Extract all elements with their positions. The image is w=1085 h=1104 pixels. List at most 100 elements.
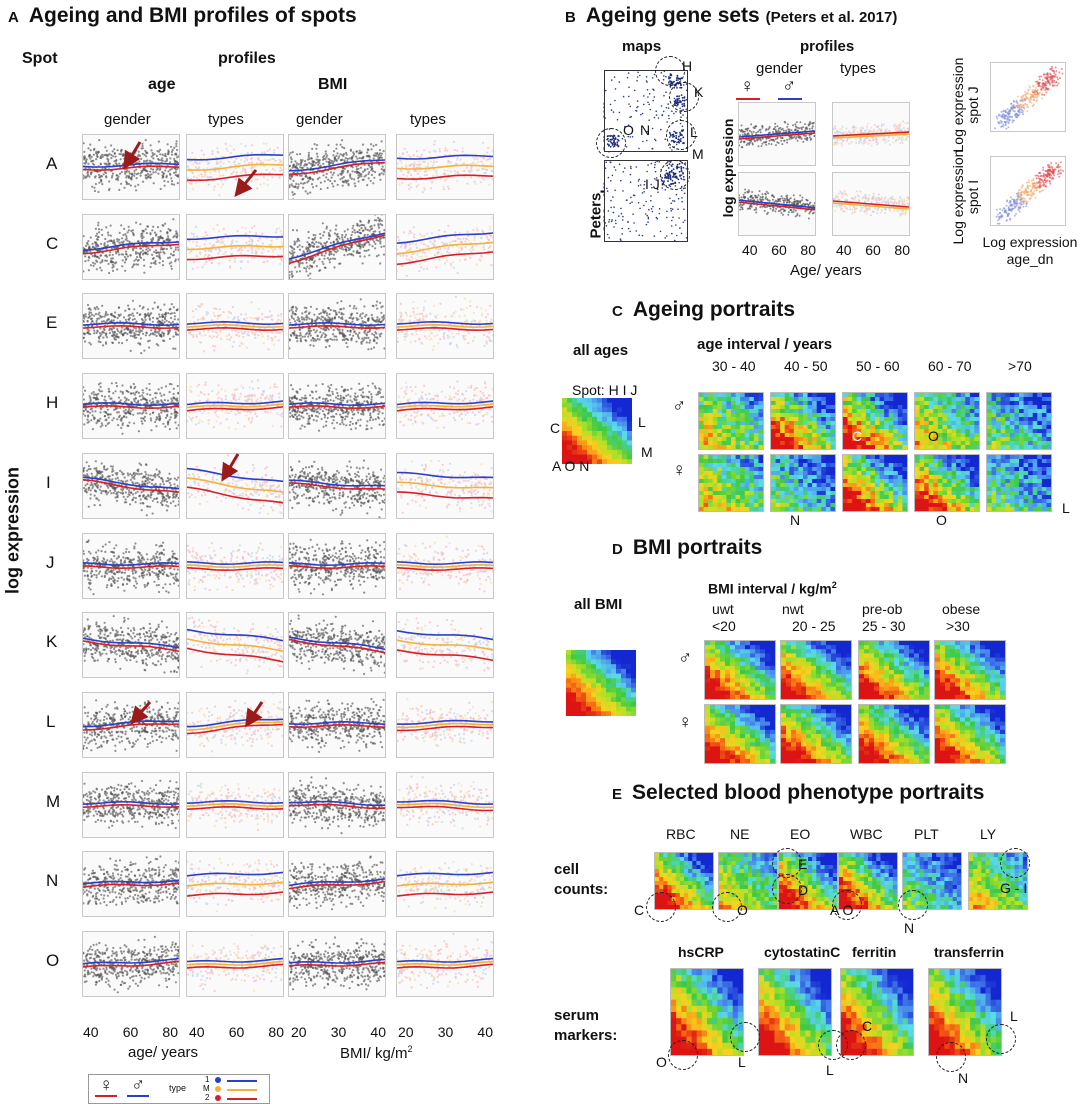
profile-h-age-gender bbox=[82, 373, 180, 440]
row-label-o: O bbox=[46, 951, 59, 971]
c-mark-n: N bbox=[790, 512, 800, 528]
c-male-symbol: ♂ bbox=[672, 396, 686, 418]
age-portrait-1-4 bbox=[986, 454, 1052, 512]
panel-a-y-axis: log expression bbox=[3, 456, 24, 606]
age-portrait-0-3 bbox=[914, 392, 980, 450]
row-label-h: H bbox=[46, 393, 58, 413]
row-label-j: J bbox=[46, 553, 55, 573]
profile-m-bmi-gender bbox=[288, 771, 386, 838]
bmi-ticks-2: 20 30 40 bbox=[398, 1024, 493, 1040]
profile-k-age-types bbox=[186, 612, 284, 679]
age-ticks-2: 40 60 80 bbox=[189, 1024, 284, 1040]
legend-dot-2 bbox=[215, 1095, 221, 1101]
d-all-bmi: all BMI bbox=[574, 596, 622, 613]
b-female-symbol: ♀ bbox=[740, 76, 754, 98]
e-mark-e: E bbox=[798, 856, 807, 872]
legend-line-1 bbox=[227, 1080, 257, 1082]
profile-e-age-gender bbox=[82, 293, 180, 360]
profile-k-bmi-types bbox=[396, 612, 494, 679]
c-female-symbol: ♀ bbox=[672, 460, 686, 482]
d-male-symbol: ♂ bbox=[678, 648, 692, 670]
e-smark-n: N bbox=[958, 1070, 968, 1086]
panel-c-title: C Ageing portraits bbox=[612, 298, 795, 322]
age-portrait-1-3 bbox=[914, 454, 980, 512]
profile-h-bmi-gender bbox=[288, 373, 386, 440]
serum-portrait-0-0 bbox=[670, 968, 744, 1056]
c-spot-m: M bbox=[641, 444, 653, 460]
row-label-l: L bbox=[46, 712, 55, 732]
bmi-x-label: BMI/ kg/m2 bbox=[340, 1044, 413, 1062]
c-mark-o2: O bbox=[936, 512, 947, 528]
map-circle-k bbox=[669, 82, 699, 112]
b-profile-up-types bbox=[832, 102, 910, 166]
profile-i-age-types bbox=[186, 452, 284, 519]
e-circle-n bbox=[898, 890, 928, 920]
b-profile-dn-types bbox=[832, 172, 910, 236]
bmi-portrait-0-0 bbox=[704, 640, 776, 700]
e-serum-cystatin: cytostatinC bbox=[764, 944, 840, 960]
e-cell-label-plt: PLT bbox=[914, 826, 939, 842]
profile-e-bmi-types bbox=[396, 293, 494, 360]
e-smark-l: L bbox=[738, 1054, 746, 1070]
e-cell-label-eo: EO bbox=[790, 826, 810, 842]
col-label-bmi-types: types bbox=[410, 111, 446, 128]
e-circle-ne bbox=[712, 892, 742, 922]
legend-type-2: 2 bbox=[205, 1093, 209, 1102]
profile-n-age-types bbox=[186, 851, 284, 918]
b-y-axis: log expression bbox=[720, 108, 736, 228]
scatter-x-label: Log expression age_dn bbox=[976, 234, 1084, 268]
female-line bbox=[95, 1095, 117, 1097]
age-portrait-0-1 bbox=[770, 392, 836, 450]
c-interval-header: age interval / years bbox=[697, 336, 832, 353]
profile-m-age-types bbox=[186, 771, 284, 838]
bmi-portrait-1-1 bbox=[780, 704, 852, 764]
b-ticks-1: 40 60 80 bbox=[742, 242, 816, 258]
map-circle-o bbox=[596, 128, 626, 158]
e-cell-row: cell counts: bbox=[554, 860, 608, 900]
profiles-header: profiles bbox=[218, 50, 276, 68]
b-x-label: Age/ years bbox=[790, 262, 862, 279]
cell-portrait-0-5 bbox=[968, 852, 1028, 910]
profile-a-bmi-gender bbox=[288, 134, 386, 200]
panel-b-title: B Ageing gene sets (Peters et al. 2017) bbox=[565, 4, 897, 28]
female-symbol: ♀ bbox=[99, 1075, 113, 1097]
age-ticks-1: 40 60 80 bbox=[83, 1024, 178, 1040]
row-label-i: I bbox=[46, 473, 51, 493]
col-label-age-gender: gender bbox=[104, 111, 151, 128]
d-all-portrait bbox=[566, 650, 636, 716]
e-smark-l2: L bbox=[826, 1062, 834, 1078]
profile-j-bmi-gender bbox=[288, 532, 386, 599]
c-spot-label: Spot: H I J bbox=[572, 382, 637, 398]
legend-dot-m bbox=[215, 1086, 221, 1092]
e-circle-s-l3 bbox=[986, 1024, 1016, 1054]
c-int-1: 30 - 40 bbox=[712, 358, 756, 374]
panel-e-title: E Selected blood phenotype portraits bbox=[612, 781, 984, 805]
c-all-portrait bbox=[562, 398, 632, 464]
legend-type-1: 1 bbox=[205, 1075, 209, 1084]
e-mark-gi: G - I bbox=[1000, 880, 1027, 896]
profile-h-age-types bbox=[186, 373, 284, 440]
c-spot-aon: A O N bbox=[552, 458, 589, 474]
bmi-portrait-1-0 bbox=[704, 704, 776, 764]
age-portrait-0-4 bbox=[986, 392, 1052, 450]
profile-j-age-types bbox=[186, 532, 284, 599]
age-x-label: age/ years bbox=[128, 1044, 198, 1061]
scatter-j bbox=[990, 62, 1066, 132]
age-portrait-1-2 bbox=[842, 454, 908, 512]
c-int-5: >70 bbox=[1008, 358, 1032, 374]
map-letter-k: K bbox=[694, 84, 703, 100]
map-letter-m: M bbox=[692, 146, 704, 162]
e-circle-s-n bbox=[936, 1042, 966, 1072]
legend-type-m: M bbox=[203, 1084, 210, 1093]
profile-a-bmi-types bbox=[396, 134, 494, 200]
row-label-n: N bbox=[46, 871, 58, 891]
map-letter-h: H bbox=[682, 58, 692, 74]
profile-h-bmi-types bbox=[396, 373, 494, 440]
spot-header: Spot bbox=[22, 50, 58, 68]
legend-line-m bbox=[227, 1089, 257, 1091]
c-int-4: 60 - 70 bbox=[928, 358, 972, 374]
row-label-c: C bbox=[46, 234, 58, 254]
bmi-portrait-0-1 bbox=[780, 640, 852, 700]
e-serum-transferrin: transferrin bbox=[934, 944, 1004, 960]
male-line bbox=[127, 1095, 149, 1097]
